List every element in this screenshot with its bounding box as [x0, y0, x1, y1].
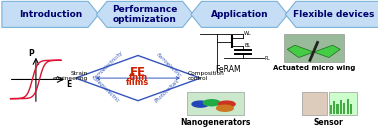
Polygon shape — [314, 45, 340, 58]
Text: WL: WL — [244, 31, 252, 36]
Polygon shape — [76, 55, 200, 101]
Polygon shape — [191, 1, 288, 27]
Text: Photovoltaic: Photovoltaic — [155, 78, 181, 104]
Polygon shape — [287, 45, 314, 58]
Text: Introduction: Introduction — [19, 10, 82, 19]
FancyBboxPatch shape — [329, 92, 357, 115]
Text: Sensor: Sensor — [314, 118, 344, 127]
Circle shape — [203, 100, 220, 106]
Bar — [340, 100, 342, 114]
Text: Piezoelectric: Piezoelectric — [93, 77, 121, 104]
Text: FE: FE — [130, 66, 146, 79]
Text: films: films — [126, 78, 150, 87]
Bar — [350, 104, 352, 114]
Text: Ferroelectric: Ferroelectric — [155, 53, 183, 79]
FancyBboxPatch shape — [284, 34, 344, 62]
Circle shape — [192, 101, 209, 107]
Bar — [330, 105, 332, 114]
Text: Composition
control: Composition control — [188, 71, 225, 81]
Bar — [336, 104, 339, 114]
Bar — [343, 103, 345, 114]
Text: BL: BL — [244, 43, 250, 48]
FancyBboxPatch shape — [302, 92, 327, 115]
Circle shape — [218, 101, 235, 107]
Text: thin: thin — [129, 73, 147, 82]
Text: Application: Application — [211, 10, 268, 19]
Text: P: P — [28, 49, 34, 58]
Text: Flexible devices: Flexible devices — [293, 10, 375, 19]
Text: Ferroelectricity: Ferroelectricity — [92, 50, 124, 81]
Bar — [333, 101, 335, 114]
Text: E: E — [66, 80, 71, 89]
Circle shape — [217, 105, 233, 111]
Text: Strain
engineering: Strain engineering — [53, 71, 88, 81]
Bar — [347, 99, 349, 114]
Text: FeRAM: FeRAM — [215, 65, 241, 74]
Polygon shape — [2, 1, 99, 27]
Polygon shape — [285, 1, 378, 27]
Text: Performance
optimization: Performance optimization — [112, 5, 177, 24]
Text: Nanogenerators: Nanogenerators — [180, 118, 251, 127]
Text: Actuated micro wing: Actuated micro wing — [273, 65, 355, 71]
FancyBboxPatch shape — [187, 92, 244, 115]
Text: PL: PL — [265, 56, 271, 61]
Polygon shape — [96, 1, 193, 27]
